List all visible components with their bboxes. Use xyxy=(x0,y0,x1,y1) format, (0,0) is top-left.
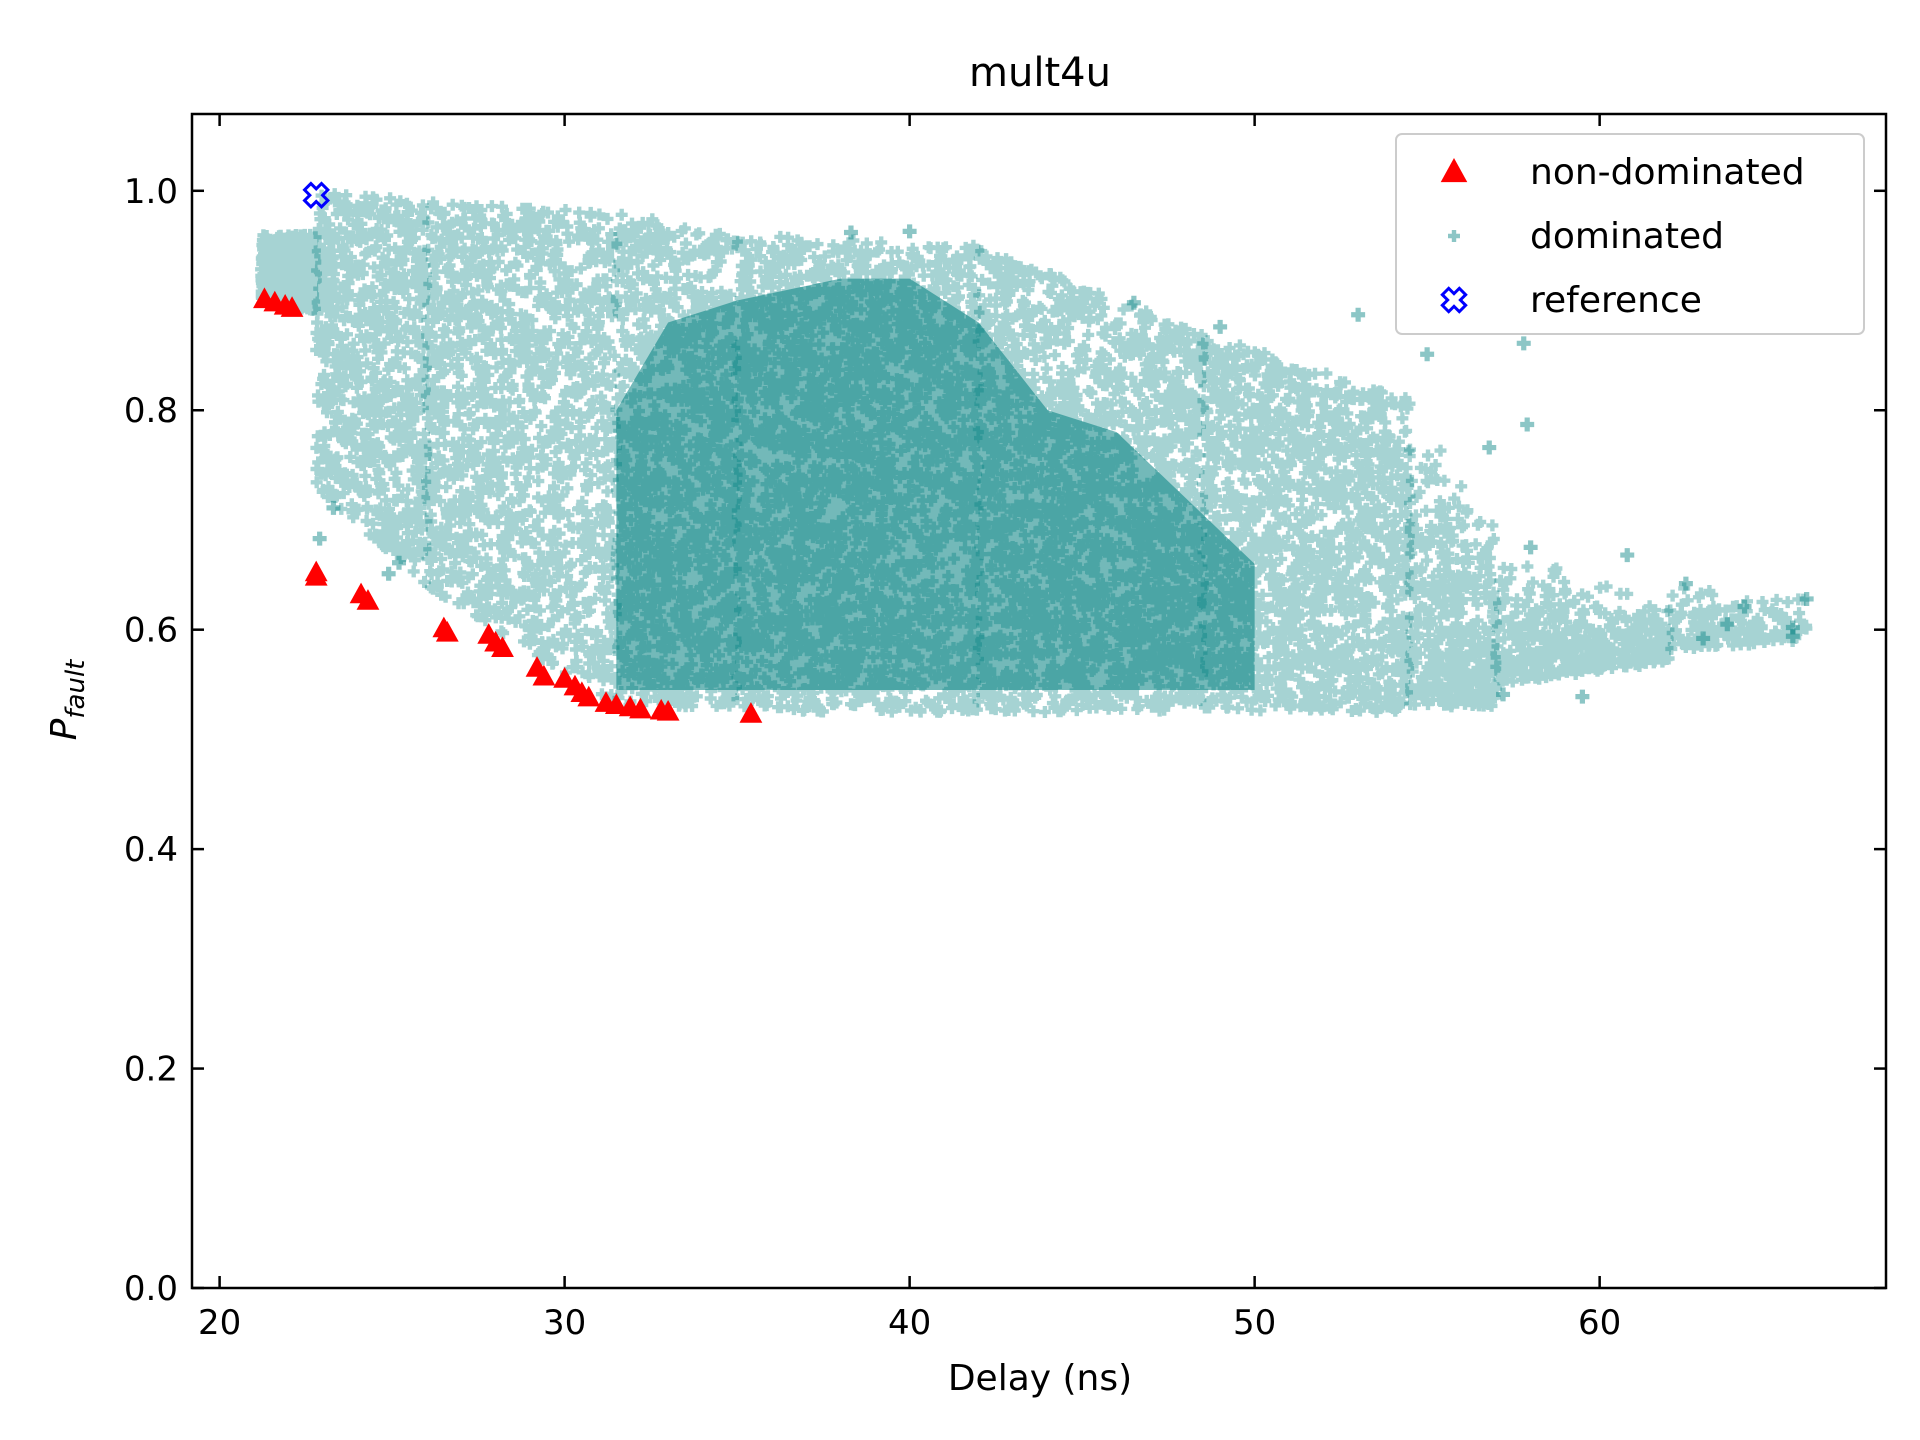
chart-title: mult4u xyxy=(969,50,1111,96)
y-tick-label: 0.0 xyxy=(124,1269,178,1309)
legend-frame xyxy=(1395,133,1865,335)
dominated-points xyxy=(1664,582,1813,655)
dominated-outlier xyxy=(1126,295,1141,310)
legend-label: non-dominated xyxy=(1530,152,1805,193)
y-tick-label: 0.4 xyxy=(124,830,178,870)
dominated-outlier xyxy=(1482,440,1497,455)
dominated-outlier xyxy=(1351,307,1366,322)
dominated-outlier xyxy=(1785,620,1800,635)
y-axis-label-subscript: fault xyxy=(61,659,91,719)
non-dominated-point xyxy=(356,589,380,610)
non-dominated-point xyxy=(304,565,328,586)
non-dominated-point xyxy=(739,702,763,723)
non-dominated-point xyxy=(553,667,577,688)
axes-frame xyxy=(190,112,1888,1290)
legend-entry-non-dominated: non-dominated xyxy=(1440,152,1805,193)
dominated-outlier xyxy=(1523,540,1538,555)
x-tick-label: 30 xyxy=(543,1303,586,1343)
legend-marker xyxy=(1448,230,1461,242)
dominated-points xyxy=(310,188,433,588)
non-dominated-point xyxy=(629,697,652,719)
dominated-points xyxy=(420,196,623,707)
non-dominated-point xyxy=(280,296,304,317)
axes: 20 30 40 50 60 0.0 0.2 0.4 0.6 0.8 1.0 xyxy=(124,112,1888,1343)
dominated-region-7 xyxy=(1404,443,1502,713)
dominated-points xyxy=(255,228,322,316)
dominated-outlier xyxy=(1520,417,1535,432)
legend-marker xyxy=(1440,286,1468,314)
dominated-outlier xyxy=(381,566,396,581)
x-tick-label: 40 xyxy=(888,1303,931,1343)
dominated-outlier xyxy=(312,531,327,546)
dominated-outlier xyxy=(902,224,917,239)
non-dominated-point xyxy=(604,693,628,715)
series-reference xyxy=(302,181,330,209)
x-tick-label: 20 xyxy=(198,1303,241,1343)
dominated-outlier xyxy=(1516,336,1531,351)
legend: non-dominated dominated reference xyxy=(1395,133,1865,335)
dominated-outlier xyxy=(1799,591,1814,606)
y-tick-label: 0.6 xyxy=(124,611,178,651)
dominated-outlier xyxy=(843,225,858,240)
dominated-outlier xyxy=(1696,631,1711,646)
legend-label: reference xyxy=(1530,280,1702,321)
y-tick-label: 0.2 xyxy=(124,1050,178,1090)
dominated-outlier xyxy=(1785,629,1800,644)
non-dominated-point xyxy=(435,620,459,642)
dominated-outlier xyxy=(392,555,407,570)
non-dominated-point xyxy=(532,664,556,686)
non-dominated-point xyxy=(656,699,680,721)
dominated-outlier xyxy=(1737,599,1752,614)
dominated-outlier xyxy=(1213,319,1228,334)
dominated-core xyxy=(616,278,1255,691)
y-tick-label: 1.0 xyxy=(124,172,178,212)
non-dominated-point xyxy=(491,636,514,657)
dominated-outlier xyxy=(1496,687,1511,702)
legend-entry-dominated: dominated xyxy=(1448,216,1724,257)
dominated-outlier xyxy=(1678,576,1693,591)
x-tick-label: 50 xyxy=(1233,1303,1276,1343)
legend-entry-reference: reference xyxy=(1440,280,1702,321)
reference-point xyxy=(302,181,330,209)
y-axis-label-main: P xyxy=(44,718,85,740)
dominated-region-8 xyxy=(1490,560,1675,688)
y-tick-label: 0.8 xyxy=(124,391,178,431)
legend-marker xyxy=(1440,158,1468,183)
dominated-region-0 xyxy=(255,228,322,316)
x-axis-label: Delay (ns) xyxy=(948,1358,1132,1399)
dominated-outlier xyxy=(1720,617,1735,632)
plot-area xyxy=(253,181,1814,723)
non-dominated-point xyxy=(577,685,601,707)
dominated-outlier xyxy=(1420,347,1435,362)
dominated-points xyxy=(1490,560,1675,688)
y-axis-label: Pfault xyxy=(44,659,91,741)
series-dominated xyxy=(255,188,1814,718)
dominated-region-2 xyxy=(420,196,623,707)
legend-label: dominated xyxy=(1530,216,1724,257)
dominated-outlier xyxy=(1620,548,1635,563)
series-non-dominated xyxy=(253,287,763,723)
dominated-outlier xyxy=(1575,689,1590,704)
dominated-region-9 xyxy=(1664,582,1813,655)
dominated-points xyxy=(1404,443,1502,713)
x-tick-label: 60 xyxy=(1578,1303,1621,1343)
dominated-region-1 xyxy=(310,188,433,588)
dominated-outlier xyxy=(326,500,341,515)
